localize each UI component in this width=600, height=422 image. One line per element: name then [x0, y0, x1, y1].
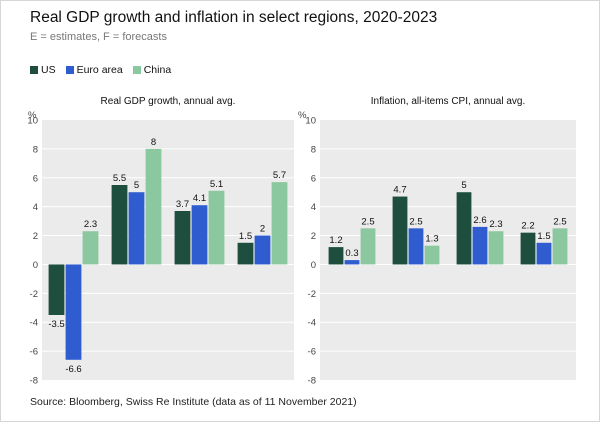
- legend-item-us: US: [30, 64, 56, 76]
- data-label: 1.2: [329, 235, 342, 246]
- y-tick-label: 4: [33, 202, 38, 213]
- bar-euro-area: [408, 228, 424, 265]
- bar-euro-area: [128, 192, 145, 265]
- legend-label-china: China: [143, 64, 172, 76]
- data-label: 0.3: [345, 248, 358, 259]
- data-label: 5.5: [113, 173, 126, 184]
- data-label: 1.5: [239, 231, 252, 242]
- bar-china: [360, 228, 376, 265]
- data-label: 2.5: [361, 216, 374, 227]
- y-tick-label: 10: [28, 116, 38, 127]
- data-label: 1.5: [537, 231, 550, 242]
- bar-us: [174, 211, 191, 265]
- chart-title: Real GDP growth and inflation in select …: [30, 9, 438, 26]
- legend-item-china: China: [132, 64, 172, 76]
- bar-china: [552, 228, 568, 265]
- gdp-panel: Real GDP growth, annual avg.% -8 -6 -4 -2 0 2 4…: [27, 90, 298, 390]
- data-label: 4.1: [193, 193, 206, 204]
- data-label: 2.6: [473, 215, 486, 226]
- bar-euro-area: [65, 264, 82, 360]
- bar-euro-area: [254, 235, 271, 265]
- legend-swatch-us: [30, 66, 38, 74]
- data-label: 2.3: [489, 219, 502, 230]
- panel-title: Real GDP growth, annual avg.: [101, 96, 236, 107]
- data-label: -6.6: [65, 364, 81, 375]
- legend: US Euro area China: [30, 63, 181, 77]
- bar-china: [271, 182, 288, 265]
- data-label: 4.7: [393, 185, 406, 196]
- data-label: 5: [461, 180, 466, 191]
- source-note: Source: Bloomberg, Swiss Re Institute (d…: [30, 396, 357, 408]
- legend-label-euro-area: Euro area: [76, 64, 123, 76]
- data-label: 5.7: [273, 170, 286, 181]
- chart-subtitle: E = estimates, F = forecasts: [30, 31, 167, 43]
- bar-us: [520, 232, 536, 265]
- gdp-growth-chart: Real GDP growth, annual avg.% -8 -6 -4 -2 0 2 4…: [27, 96, 294, 387]
- y-tick-label: -8: [30, 376, 38, 386]
- y-tick-label: 2: [33, 231, 38, 242]
- y-tick-label: -2: [308, 289, 316, 300]
- data-label: 5: [134, 180, 139, 191]
- bar-us: [48, 264, 65, 315]
- legend-label-us: US: [41, 64, 56, 76]
- y-tick-label: 8: [33, 144, 38, 155]
- bar-us: [328, 247, 344, 265]
- inflation-panel: Inflation, all-items CPI, annual avg.% -8…: [298, 90, 580, 390]
- data-label: -3.5: [48, 319, 64, 330]
- y-tick-label: 6: [33, 173, 38, 184]
- y-tick-label: -6: [308, 347, 316, 358]
- data-label: 2.2: [521, 221, 534, 232]
- panel-title: Inflation, all-items CPI, annual avg.: [371, 96, 526, 107]
- bar-us: [237, 242, 254, 265]
- data-label: 1.3: [425, 234, 438, 245]
- bar-china: [208, 190, 225, 265]
- data-label: 2: [260, 224, 265, 235]
- bar-china: [424, 245, 440, 265]
- bar-china: [82, 231, 99, 265]
- y-tick-label: 8: [311, 144, 316, 155]
- y-tick-label: -6: [30, 347, 38, 358]
- bar-euro-area: [536, 242, 552, 265]
- bar-us: [456, 192, 472, 265]
- y-unit-label: %: [298, 110, 307, 121]
- legend-swatch-china: [132, 66, 141, 74]
- bar-china: [145, 148, 162, 265]
- bar-china: [488, 231, 504, 265]
- legend-swatch-euro-area: [65, 66, 74, 74]
- y-tick-label: -2: [30, 289, 38, 300]
- data-label: 8: [151, 137, 156, 148]
- y-tick-label: 0: [33, 260, 38, 271]
- data-label: 2.5: [553, 216, 566, 227]
- y-tick-label: 0: [311, 260, 316, 271]
- y-tick-label: -8: [308, 376, 316, 386]
- data-label: 2.3: [84, 219, 97, 230]
- bar-euro-area: [344, 260, 360, 265]
- bar-us: [111, 185, 128, 265]
- bar-euro-area: [191, 205, 208, 265]
- inflation-chart: Inflation, all-items CPI, annual avg.% -8…: [298, 96, 576, 387]
- data-label: 3.7: [176, 199, 189, 210]
- data-label: 5.1: [210, 179, 223, 190]
- bar-euro-area: [472, 226, 488, 265]
- y-tick-label: 10: [305, 116, 316, 127]
- y-tick-label: -4: [30, 318, 38, 329]
- y-tick-label: 6: [311, 173, 316, 184]
- y-tick-label: -4: [308, 318, 316, 329]
- bar-us: [392, 196, 408, 265]
- y-tick-label: 2: [311, 231, 316, 242]
- y-unit-label: %: [28, 110, 37, 121]
- y-tick-label: 4: [311, 202, 316, 213]
- data-label: 2.5: [409, 216, 422, 227]
- legend-item-euro-area: Euro area: [65, 64, 123, 76]
